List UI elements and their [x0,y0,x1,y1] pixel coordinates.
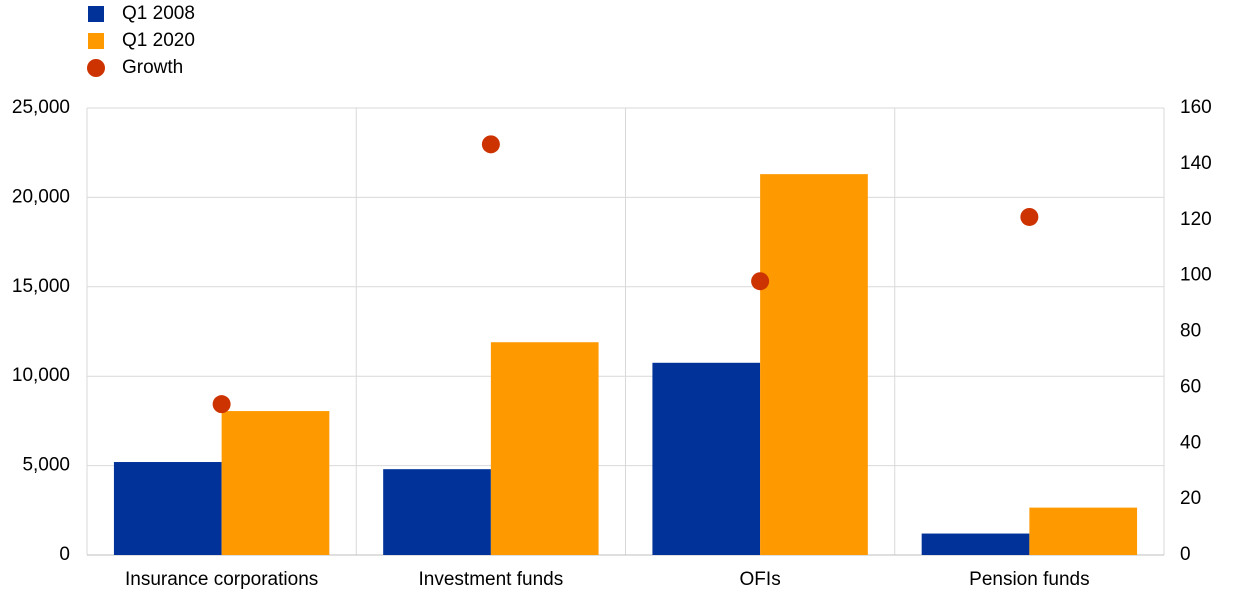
y2-tick-label: 20 [1180,488,1201,509]
y-tick-label: 25,000 [12,97,70,118]
legend-marker [87,59,105,77]
y2-tick-label: 100 [1180,265,1212,286]
y-tick-label: 20,000 [12,186,70,207]
bar [760,174,868,555]
legend-label: Growth [122,57,183,78]
x-tick-label: Insurance corporations [125,569,318,590]
y-tick-label: 10,000 [12,365,70,386]
x-tick-label: Pension funds [969,569,1089,590]
growth-point [751,272,770,291]
y2-tick-label: 60 [1180,376,1201,397]
y2-tick-label: 160 [1180,97,1212,118]
growth-point [212,395,231,414]
legend-label: Q1 2020 [122,30,195,51]
y-tick-label: 0 [59,544,70,565]
legend-label: Q1 2008 [122,3,195,24]
legend-marker [88,33,104,49]
bar [1029,507,1138,555]
bar [490,342,599,555]
y-tick-label: 5,000 [22,455,70,476]
bar [221,411,330,555]
bar [921,533,1030,555]
y2-tick-label: 0 [1180,544,1191,565]
y2-tick-label: 80 [1180,321,1201,342]
y-tick-label: 15,000 [12,276,70,297]
y2-tick-label: 40 [1180,432,1201,453]
bar [383,469,491,555]
growth-point [481,135,500,154]
legend-marker [88,6,104,22]
x-tick-label: OFIs [740,569,781,590]
bar [113,462,222,555]
bar [652,362,761,555]
x-tick-label: Investment funds [419,569,564,590]
y2-tick-label: 140 [1180,153,1212,174]
growth-point [1020,207,1039,226]
y2-tick-label: 120 [1180,209,1212,230]
